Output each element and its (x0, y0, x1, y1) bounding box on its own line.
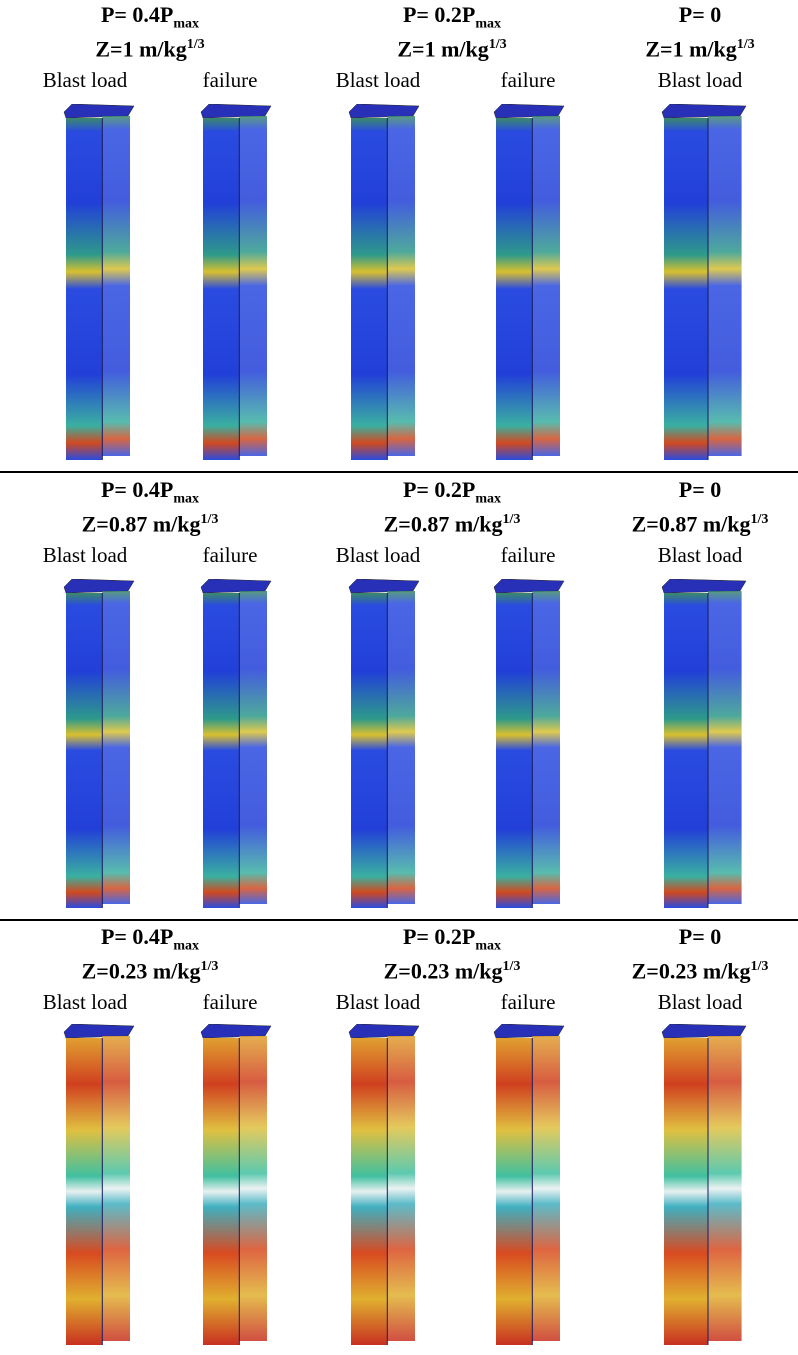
load-heading: P= 0.4Pmax (20, 477, 280, 512)
load-text: P= 0.2P (402, 2, 476, 27)
distance-heading: Z=0.23 m/kg1/3 (570, 954, 798, 984)
distance-heading: Z=0.23 m/kg1/3 (322, 954, 582, 984)
case-label: failure (500, 990, 556, 1014)
column-image (493, 579, 565, 908)
column-image (493, 1024, 565, 1345)
distance-superscript: 1/3 (750, 959, 769, 974)
load-subscript: max (173, 491, 200, 507)
load-subscript: max (173, 938, 200, 954)
distance-heading: Z=1 m/kg1/3 (570, 32, 798, 62)
distance-superscript: 1/3 (502, 959, 521, 974)
load-heading: P= 0.2Pmax (322, 2, 582, 37)
distance-heading: Z=0.87 m/kg1/3 (20, 507, 280, 537)
load-text: P= 0.4P (100, 477, 174, 502)
column-image (661, 1024, 747, 1345)
case-label: Blast load (657, 68, 743, 92)
load-text: P= 0 (678, 477, 722, 502)
column-image (348, 579, 420, 908)
case-label: failure (202, 68, 258, 92)
case-label: Blast load (657, 990, 743, 1014)
column-image (63, 1024, 135, 1345)
distance-text: Z=1 m/kg (645, 36, 737, 62)
case-label: Blast load (42, 68, 128, 92)
load-heading: P= 0 (570, 2, 798, 28)
load-subscript: max (475, 938, 502, 954)
case-label: failure (500, 543, 556, 567)
load-heading: P= 0.4Pmax (20, 924, 280, 959)
column-image (200, 1024, 272, 1345)
column-image (200, 579, 272, 908)
distance-superscript: 1/3 (488, 37, 507, 52)
distance-heading: Z=0.87 m/kg1/3 (322, 507, 582, 537)
row-separator (0, 471, 798, 473)
load-heading: P= 0.4Pmax (20, 2, 280, 37)
column-image (348, 1024, 420, 1345)
distance-text: Z=0.23 m/kg (81, 958, 201, 984)
distance-heading: Z=0.23 m/kg1/3 (20, 954, 280, 984)
column-image (63, 579, 135, 908)
distance-heading: Z=1 m/kg1/3 (20, 32, 280, 62)
case-label: Blast load (42, 990, 128, 1014)
column-image (493, 104, 565, 460)
load-text: P= 0 (678, 924, 722, 949)
load-heading: P= 0.2Pmax (322, 924, 582, 959)
distance-text: Z=0.23 m/kg (383, 958, 503, 984)
load-text: P= 0.4P (100, 2, 174, 27)
case-label: Blast load (42, 543, 128, 567)
load-heading: P= 0 (570, 924, 798, 950)
case-label: Blast load (657, 543, 743, 567)
distance-heading: Z=0.87 m/kg1/3 (570, 507, 798, 537)
case-label: Blast load (335, 68, 421, 92)
case-label: Blast load (335, 990, 421, 1014)
column-image (661, 104, 747, 460)
distance-superscript: 1/3 (736, 37, 755, 52)
load-text: P= 0.2P (402, 924, 476, 949)
distance-superscript: 1/3 (200, 512, 219, 527)
distance-text: Z=0.87 m/kg (81, 511, 201, 537)
distance-heading: Z=1 m/kg1/3 (322, 32, 582, 62)
case-label: Blast load (335, 543, 421, 567)
column-image (348, 104, 420, 460)
load-heading: P= 0.2Pmax (322, 477, 582, 512)
distance-superscript: 1/3 (200, 959, 219, 974)
distance-superscript: 1/3 (750, 512, 769, 527)
column-image (200, 104, 272, 460)
distance-text: Z=0.23 m/kg (631, 958, 751, 984)
case-label: failure (500, 68, 556, 92)
distance-text: Z=0.87 m/kg (631, 511, 751, 537)
distance-text: Z=1 m/kg (95, 36, 187, 62)
load-text: P= 0 (678, 2, 722, 27)
column-image (661, 579, 747, 908)
distance-superscript: 1/3 (502, 512, 521, 527)
load-text: P= 0.4P (100, 924, 174, 949)
load-text: P= 0.2P (402, 477, 476, 502)
load-subscript: max (475, 16, 502, 32)
load-subscript: max (475, 491, 502, 507)
distance-text: Z=1 m/kg (397, 36, 489, 62)
case-label: failure (202, 543, 258, 567)
column-image (63, 104, 135, 460)
load-heading: P= 0 (570, 477, 798, 503)
distance-text: Z=0.87 m/kg (383, 511, 503, 537)
distance-superscript: 1/3 (186, 37, 205, 52)
row-separator (0, 919, 798, 921)
load-subscript: max (173, 16, 200, 32)
case-label: failure (202, 990, 258, 1014)
